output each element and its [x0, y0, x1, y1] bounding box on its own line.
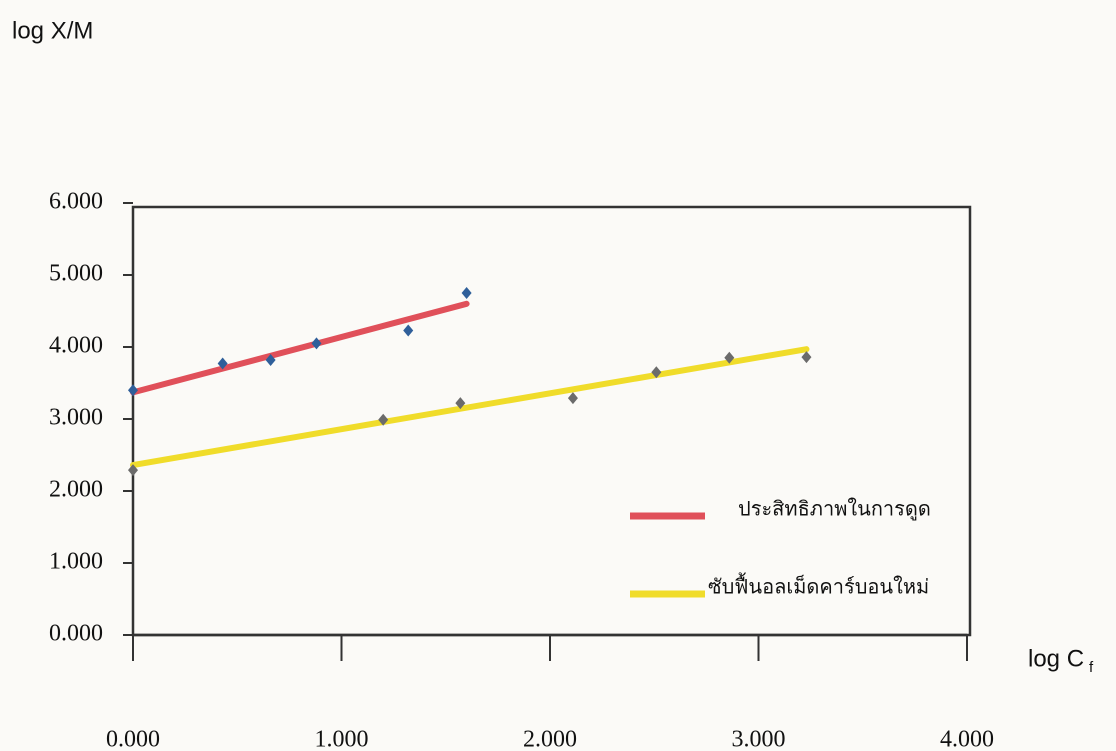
fit-line [130, 346, 810, 469]
x-tick-label: 3.000 [732, 727, 786, 751]
y-tick-label: 0.000 [49, 621, 103, 647]
x-tick-label: 2.000 [523, 727, 577, 751]
point [128, 464, 138, 477]
point [724, 351, 735, 364]
y-tick-label: 4.000 [49, 333, 103, 359]
legend-label: ประสิทธิภาพในการดูด [738, 497, 931, 521]
point [801, 351, 812, 364]
plot-frame [131, 205, 972, 637]
y-tick-label: 6.000 [49, 189, 103, 215]
point [567, 392, 578, 405]
x-tick-label: 4.000 [940, 727, 994, 751]
y-axis-label: log X/M [12, 17, 93, 44]
point [128, 384, 138, 397]
point [311, 337, 322, 350]
x-axis-label: log C [1028, 645, 1084, 672]
point [378, 413, 389, 426]
fit-line [130, 300, 470, 396]
x-tick-label: 0.000 [106, 727, 160, 751]
point [455, 397, 466, 410]
point [651, 366, 662, 379]
x-axis-label-subscript: f [1089, 659, 1094, 676]
point [403, 324, 414, 337]
y-tick-label: 1.000 [49, 549, 103, 575]
y-tick-label: 3.000 [49, 405, 103, 431]
point [461, 287, 472, 299]
point [217, 357, 228, 370]
legend-label: ซับฟื้นอลเม็ดคาร์บอนใหม่ [708, 572, 929, 598]
y-tick-label: 2.000 [49, 477, 103, 503]
x-tick-label: 1.000 [315, 727, 369, 751]
y-tick-label: 5.000 [49, 261, 103, 287]
point [265, 353, 276, 366]
